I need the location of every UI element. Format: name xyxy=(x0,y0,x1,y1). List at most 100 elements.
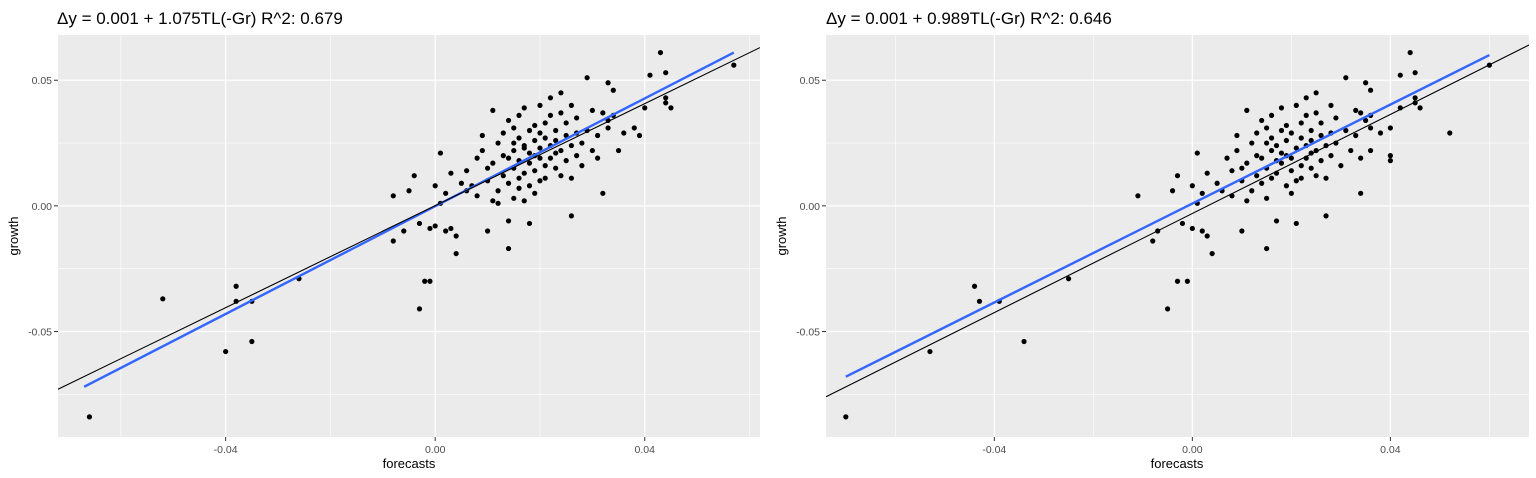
data-point xyxy=(1239,165,1245,171)
data-point xyxy=(1244,107,1250,113)
data-point xyxy=(553,137,559,144)
data-point xyxy=(1348,147,1354,154)
data-point xyxy=(1259,117,1265,124)
chart-left-svg: -0.04 0.00 0.04 -0.05 0.00 0.05 Δy = 0.001 + … xyxy=(6,9,760,471)
data-point xyxy=(411,173,417,179)
data-point xyxy=(610,87,616,93)
data-point xyxy=(1254,173,1260,179)
data-point xyxy=(160,296,166,302)
data-point xyxy=(500,130,506,136)
data-point xyxy=(474,193,480,199)
data-point xyxy=(1150,238,1156,244)
data-point xyxy=(526,127,533,134)
data-point xyxy=(1308,165,1314,171)
data-point xyxy=(233,283,239,289)
data-point xyxy=(516,185,522,191)
data-point xyxy=(1268,147,1275,154)
chart-panel-left: -0.04 0.00 0.04 -0.05 0.00 0.05 Δy = 0.001 + … xyxy=(6,9,760,471)
data-point xyxy=(600,190,606,196)
data-point xyxy=(1189,225,1195,232)
data-point xyxy=(464,168,470,174)
data-point xyxy=(663,70,669,76)
y-tick-label: -0.05 xyxy=(796,326,820,338)
data-point xyxy=(505,218,512,224)
data-point xyxy=(1283,122,1290,129)
data-point xyxy=(1254,153,1260,159)
data-point xyxy=(631,125,637,131)
data-point xyxy=(589,147,595,154)
data-point xyxy=(1397,72,1403,78)
data-point xyxy=(1199,228,1205,234)
data-point xyxy=(1278,127,1285,134)
plot-area: -0.04 0.00 0.04 -0.05 0.00 0.05 xyxy=(796,35,1529,456)
data-point xyxy=(532,122,538,129)
data-point xyxy=(1278,105,1285,111)
data-point xyxy=(432,223,438,229)
x-tick-label: -0.04 xyxy=(214,444,238,456)
data-point xyxy=(490,198,496,204)
data-point xyxy=(1189,183,1195,189)
data-point xyxy=(1194,150,1200,156)
data-point xyxy=(511,125,517,131)
data-point xyxy=(589,107,595,113)
data-point xyxy=(553,127,559,134)
data-point xyxy=(579,140,585,146)
data-point xyxy=(574,153,580,159)
data-point xyxy=(542,175,548,181)
data-point xyxy=(1308,137,1314,144)
data-point xyxy=(558,147,564,154)
y-tick-label: 0.05 xyxy=(800,75,821,87)
data-point xyxy=(427,278,433,284)
data-point xyxy=(1387,153,1393,159)
data-point xyxy=(537,155,543,161)
data-point xyxy=(642,105,648,111)
data-point xyxy=(594,155,601,161)
data-point xyxy=(526,160,533,166)
data-point xyxy=(605,80,611,86)
data-point xyxy=(223,348,229,355)
data-point xyxy=(558,110,564,116)
x-axis-label: forecasts xyxy=(383,456,436,471)
data-point xyxy=(657,49,664,56)
data-point xyxy=(521,105,527,111)
data-point xyxy=(563,132,569,139)
data-point xyxy=(1179,220,1186,227)
data-point xyxy=(416,306,423,312)
data-point xyxy=(1343,75,1349,81)
data-point xyxy=(1298,135,1304,141)
data-point xyxy=(443,228,449,234)
y-tick-label: 0.05 xyxy=(32,75,53,87)
data-point xyxy=(1338,163,1344,169)
data-point xyxy=(1135,193,1141,199)
data-point xyxy=(448,170,454,176)
data-point xyxy=(1264,125,1270,131)
data-point xyxy=(401,228,407,234)
data-point xyxy=(490,160,496,166)
data-point xyxy=(532,190,538,196)
data-point xyxy=(558,90,564,96)
data-point xyxy=(1318,158,1324,164)
data-point xyxy=(1367,125,1374,131)
data-point xyxy=(1268,175,1275,181)
data-point xyxy=(1298,163,1304,169)
data-point xyxy=(1249,188,1255,194)
data-point xyxy=(1169,188,1176,194)
chart-title: Δy = 0.001 + 0.989TL(-Gr) R^2: 0.646 xyxy=(826,9,1112,28)
data-point xyxy=(437,150,444,156)
data-point xyxy=(427,225,433,232)
data-point xyxy=(1174,173,1181,179)
data-point xyxy=(505,155,512,161)
data-point xyxy=(505,180,512,186)
data-point xyxy=(1323,213,1329,219)
data-point xyxy=(505,117,512,124)
data-point xyxy=(574,115,580,121)
data-point xyxy=(537,130,543,136)
data-point xyxy=(1313,90,1319,96)
plot-background xyxy=(826,35,1529,437)
data-point xyxy=(1264,245,1270,252)
data-point xyxy=(1273,218,1280,224)
data-point xyxy=(521,170,527,176)
data-point xyxy=(1298,120,1304,126)
data-point xyxy=(1313,110,1319,116)
data-point xyxy=(537,102,543,108)
